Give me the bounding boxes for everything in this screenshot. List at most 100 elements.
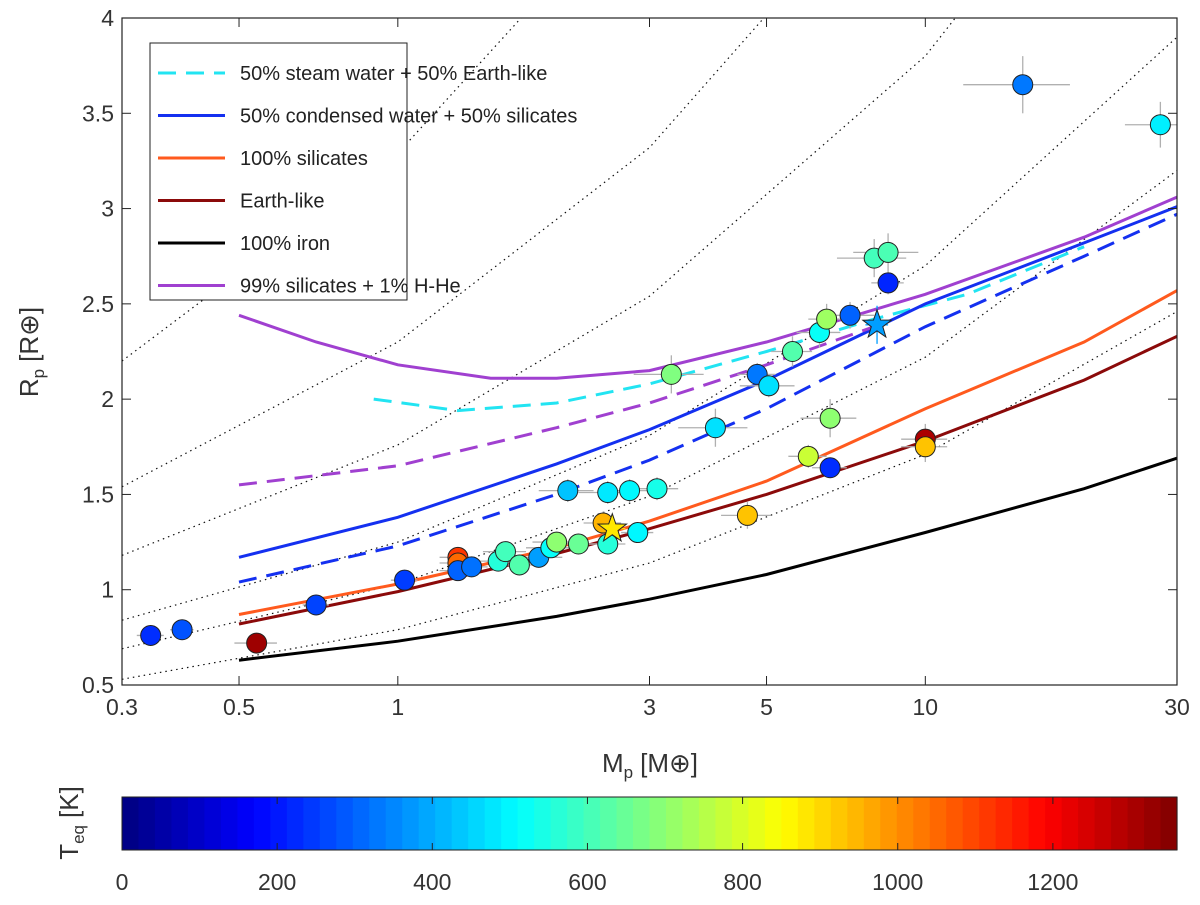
planet: [797, 445, 819, 467]
colorbar-cell: [550, 797, 568, 850]
colorbar-cell: [484, 797, 502, 850]
colorbar-cell: [814, 797, 832, 850]
planet: [1149, 114, 1171, 136]
colorbar-tick-label: 600: [568, 869, 606, 895]
colorbar-cell: [1061, 797, 1079, 850]
colorbar-tick-label: 1000: [872, 869, 923, 895]
colorbar-cell: [171, 797, 189, 850]
colorbar-cell: [880, 797, 898, 850]
colorbar-tick-label: 200: [258, 869, 296, 895]
legend-label: Earth-like: [240, 191, 324, 213]
x-tick-label: 30: [1164, 694, 1190, 720]
planet: [508, 554, 530, 576]
planet: [819, 407, 841, 429]
planet: [646, 478, 668, 500]
colorbar-cell: [1127, 797, 1145, 850]
model-curve: [238, 289, 1177, 616]
y-label-symbol: R: [14, 378, 44, 397]
y-tick-label: 3: [101, 196, 114, 222]
colorbar-cell: [385, 797, 403, 850]
colorbar-cell: [270, 797, 288, 850]
planet: [394, 569, 416, 591]
colorbar-cell: [517, 797, 535, 850]
colorbar-cell: [1078, 797, 1096, 850]
planet: [627, 522, 649, 544]
colorbar-cell: [649, 797, 667, 850]
colorbar-cell: [682, 797, 700, 850]
colorbar-cell: [946, 797, 964, 850]
colorbar-cell: [418, 797, 436, 850]
planet: [171, 619, 193, 641]
y-tick-label: 3.5: [82, 100, 114, 126]
planet: [781, 341, 803, 362]
legend-label: 99% silicates + 1% H-He: [240, 276, 461, 298]
colorbar-tick-label: 400: [413, 869, 451, 895]
x-tick-label: 5: [760, 694, 773, 720]
planet: [305, 594, 327, 616]
colorbar-cell: [781, 797, 799, 850]
planet: [914, 436, 936, 458]
colorbar-cell: [1094, 797, 1112, 850]
colorbar-cell: [830, 797, 848, 850]
y-tick-label: 4: [101, 5, 114, 31]
colorbar-cell: [748, 797, 766, 850]
y-tick-label: 1: [101, 577, 114, 603]
colorbar-cell: [896, 797, 914, 850]
model-curve: [238, 205, 1177, 559]
colorbar-cell: [138, 797, 156, 850]
planet: [546, 531, 568, 553]
colorbar-cell: [122, 797, 140, 850]
colorbar-cell: [665, 797, 684, 850]
colorbar-cell: [1144, 797, 1162, 850]
colorbar-cell: [435, 797, 453, 850]
colorbar-cell: [336, 797, 354, 850]
colorbar-cell: [979, 797, 997, 850]
highlighted-planet: [596, 512, 628, 543]
model-curve: [238, 334, 1177, 626]
colorbar-cell: [583, 797, 601, 850]
planet: [246, 632, 268, 654]
planet: [140, 624, 162, 646]
colorbar-cell: [154, 797, 173, 850]
colorbar-tick-label: 1200: [1027, 869, 1078, 895]
legend-label: 100% silicates: [240, 148, 368, 170]
x-tick-label: 10: [913, 694, 939, 720]
planet: [567, 533, 589, 555]
colorbar-label: Teq [K]: [54, 786, 88, 860]
x-label-symbol: M: [602, 748, 624, 778]
colorbar-cell: [715, 797, 733, 850]
y-tick-label: 1.5: [82, 481, 114, 507]
colorbar-cell: [286, 797, 304, 850]
planet: [557, 480, 579, 502]
legend-label: 100% iron: [240, 233, 330, 255]
colorbar-cell: [501, 797, 519, 850]
colorbar-cell: [352, 797, 370, 850]
colorbar-cell: [616, 797, 634, 850]
colorbar-cell: [962, 797, 980, 850]
model-curve: [238, 456, 1177, 662]
colorbar-cell: [764, 797, 782, 850]
planet: [597, 482, 619, 504]
colorbar-cell: [369, 797, 387, 850]
colorbar-cell: [468, 797, 486, 850]
colorbar-tick-label: 800: [723, 869, 761, 895]
planet: [494, 541, 516, 563]
colorbar-label-subscript: eq: [69, 825, 88, 844]
colorbar-cell: [567, 797, 585, 850]
colorbar-cell: [220, 797, 238, 850]
colorbar-cell: [731, 797, 750, 850]
y-label-subscript: p: [29, 369, 48, 378]
colorbar-cell: [1160, 797, 1178, 850]
planet: [758, 375, 780, 397]
planet: [819, 457, 841, 479]
x-tick-label: 0.3: [106, 694, 138, 720]
x-tick-label: 3: [643, 694, 656, 720]
iso-density-curve: [122, 18, 957, 556]
y-tick-label: 0.5: [82, 672, 114, 698]
x-label-unit: [M⊕]: [640, 748, 698, 778]
plot-area: [122, 18, 1177, 680]
colorbar-cell: [1111, 797, 1129, 850]
colorbar-cell: [534, 797, 552, 850]
highlighted-planet: [861, 308, 893, 339]
